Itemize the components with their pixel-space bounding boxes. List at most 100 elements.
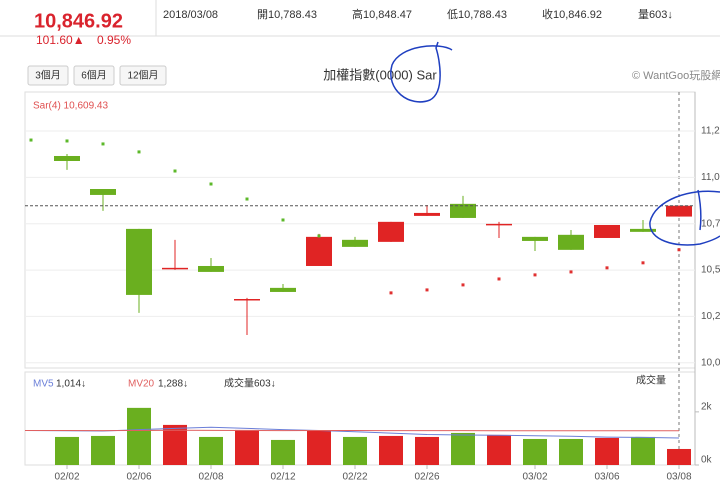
y-tick-label: 11,250 [701,126,720,137]
candle-body [126,228,152,295]
marks: 10,000 10,250 10,500 10,750 11,000 11,250 0k 2k… [24,126,720,483]
x-tick-label: 03/08 [666,472,691,483]
candle-body [378,221,404,242]
volume-bar [523,438,547,465]
volume-last: 成交量603↓ [224,377,276,390]
mv5-name: MV5 [33,379,54,390]
y-tick-label: 10,750 [701,218,720,229]
candle-body [630,228,656,232]
candle-body [270,287,296,292]
button[interactable] [73,65,115,86]
volume-bar [235,429,259,465]
candle-body [306,236,332,266]
candle-body [90,189,116,195]
sar-dot [389,291,393,295]
button[interactable] [27,65,69,86]
candle-body [54,155,80,161]
mv5-label: 1,014↓ [56,379,86,390]
volume-bar [307,430,331,465]
candle-body [162,267,188,270]
low: 低10,788.43 [447,8,507,21]
volume-bar [127,407,151,465]
x-tick-label: 03/06 [594,472,619,483]
sar-dot [497,277,501,281]
high: 高10,848.47 [352,7,412,21]
x-tick-label: 02/12 [270,472,295,483]
button[interactable] [119,65,167,86]
watermark: © WantGoo玩股網 [632,68,720,82]
mv20-name: MV20 [128,379,155,390]
volume-bar [595,437,619,465]
volume-title: 成交量 [636,374,666,387]
volume-bar [55,436,79,465]
volume: 量603↓ [638,8,673,21]
candle-body [342,239,368,247]
candle-body [594,224,620,238]
y-tick-label: 2k [701,401,713,412]
candle-body [666,205,692,217]
sar-dot [605,266,609,270]
sar-dot [425,288,429,292]
sar-dot [641,261,645,265]
volume-bar [199,436,223,465]
sar-dot [317,234,321,238]
volume-bar [559,438,583,465]
x-tick-label: 02/02 [54,472,79,483]
sar-dot [29,138,33,142]
y-tick-label: 10,250 [701,311,720,322]
x-tick-label: 02/08 [198,472,223,483]
open: 開10,788.43 [257,8,317,21]
sar-dot [569,270,573,274]
volume-bar [415,436,439,465]
ma-line [24,426,680,439]
close: 收10,846.92 [542,7,602,21]
sar-dot [101,142,105,146]
candle-body [414,212,440,216]
volume-bar [451,432,475,465]
x-tick-label: 02/26 [414,472,439,483]
sar-dot [461,283,465,287]
button-label[interactable]: 3個月 [35,69,61,82]
sar-dot [209,182,213,186]
sar-dot [533,273,537,277]
sar-dot [173,169,177,173]
sar-dot [245,197,249,201]
volume-bar [631,436,655,465]
volume-bar [343,436,367,465]
x-tick-label: 03/02 [522,472,547,483]
volume-bar [271,439,295,465]
volume-bar [487,434,511,465]
sar-dot [281,218,285,222]
candle-body [450,203,476,218]
button-label[interactable]: 12個月 [127,69,158,82]
volume-bar [667,448,691,465]
candle-body [522,236,548,241]
button-label[interactable]: 6個月 [81,69,107,82]
sar-dot [677,248,681,252]
x-tick-label: 02/06 [126,472,151,483]
sar-dot [137,150,141,154]
y-tick-label: 10,500 [701,265,720,276]
candle-body [234,299,260,301]
volume-bar [163,424,187,465]
price: 10,846.92 [34,10,123,32]
change: 101.60▲ [36,33,85,47]
annotation-circle [649,189,720,246]
candle-body [486,223,512,226]
candle-body [558,234,584,250]
mv20-label: 1,288↓ [158,379,188,390]
date: 2018/03/08 [163,9,218,21]
candle-body [198,265,224,272]
y-tick-label: 0k [701,455,713,466]
ma-line [25,429,679,432]
y-tick-label: 11,000 [701,172,720,183]
change-pct: 0.95% [97,33,131,47]
sar-dot [65,139,69,143]
volume-bar [379,435,403,465]
volume-bar [91,435,115,465]
chart-title: 加權指數(0000) Sar [323,67,437,82]
x-tick-label: 02/22 [342,472,367,483]
y-tick-label: 10,000 [701,357,720,368]
